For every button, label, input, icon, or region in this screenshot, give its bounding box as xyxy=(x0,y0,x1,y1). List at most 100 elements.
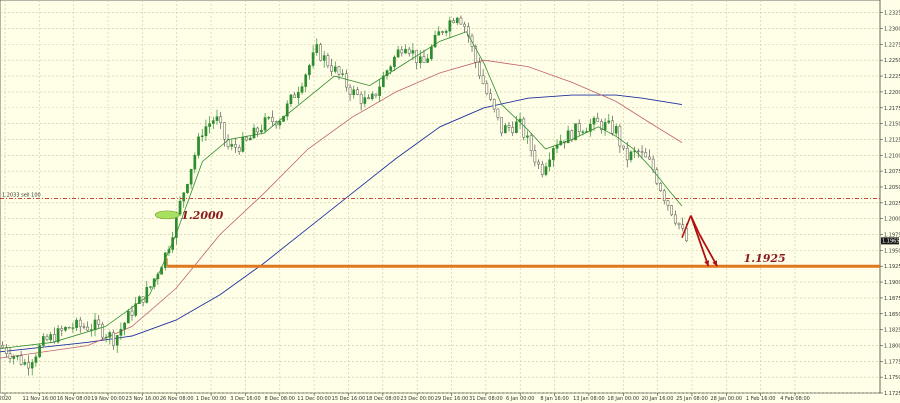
candle-body xyxy=(644,152,648,158)
y-tick-label: 1.2275 xyxy=(884,42,900,48)
candle-body xyxy=(23,362,27,365)
candle-body xyxy=(56,328,60,343)
candle-body xyxy=(93,319,97,330)
candle-body xyxy=(448,20,452,32)
candle-body xyxy=(197,136,200,156)
candle-body xyxy=(511,127,515,133)
candle-body xyxy=(30,362,34,369)
candle-body xyxy=(622,145,625,149)
candle-body xyxy=(367,97,370,100)
candle-body xyxy=(455,17,459,24)
candle-body xyxy=(444,30,448,33)
y-tick-label: 1.1800 xyxy=(884,343,900,349)
candle-body xyxy=(522,118,526,138)
candle-body xyxy=(75,319,78,328)
ma-slow-layer xyxy=(0,94,683,353)
candle-body xyxy=(503,125,507,134)
candle-body xyxy=(4,347,8,354)
candle-body xyxy=(134,303,138,316)
candle-body xyxy=(330,65,333,72)
candle-body xyxy=(178,200,182,215)
candle-body xyxy=(311,52,315,66)
candle-body xyxy=(548,159,551,167)
candle-body xyxy=(618,126,622,147)
candle-body xyxy=(637,150,640,152)
candle-body xyxy=(466,26,470,37)
candle-body xyxy=(670,205,673,216)
ma-slow-line xyxy=(0,94,683,353)
candle-body xyxy=(200,135,204,138)
candle-body xyxy=(182,192,186,202)
candle-body xyxy=(441,31,444,33)
candle-body xyxy=(263,117,267,131)
candle-body xyxy=(407,48,411,54)
candle-body xyxy=(16,355,19,357)
candle-body xyxy=(260,129,263,133)
candle-body xyxy=(256,127,260,133)
x-tick-label: 15 Dec 16:00 xyxy=(332,396,366,402)
candle-body xyxy=(211,120,215,124)
y-tick-label: 1.1775 xyxy=(884,359,900,365)
candle-body xyxy=(396,49,400,58)
candle-body xyxy=(285,103,289,117)
candle-body xyxy=(215,116,219,121)
candle-body xyxy=(41,336,45,346)
x-tick-label: 4 Feb 08:00 xyxy=(780,396,810,402)
candles xyxy=(1,15,688,376)
plot-area xyxy=(0,0,881,394)
y-tick-label: 1.1750 xyxy=(884,375,900,381)
candle-body xyxy=(282,115,285,122)
candle-body xyxy=(389,66,393,71)
candle-body xyxy=(78,319,82,327)
candle-body xyxy=(64,327,67,331)
candle-body xyxy=(267,117,271,119)
y-tick-label: 1.2325 xyxy=(884,11,900,17)
ma-mid-line xyxy=(0,59,683,359)
candle-body xyxy=(101,324,104,338)
x-tick-label: 1 Feb 16:00 xyxy=(746,396,776,402)
candle-body xyxy=(607,120,611,123)
candle-body xyxy=(551,148,555,161)
candle-body xyxy=(223,122,226,140)
x-tick-label: 23 Nov 16:00 xyxy=(126,396,160,402)
candle-body xyxy=(452,20,455,24)
arrow-connector xyxy=(681,215,692,238)
candle-body xyxy=(208,123,211,127)
candle-body xyxy=(381,75,385,88)
x-tick-label: 29 Dec 16:00 xyxy=(435,396,469,402)
candle-body xyxy=(648,156,651,160)
candle-body xyxy=(189,168,193,185)
candle-body xyxy=(71,327,75,329)
candle-body xyxy=(677,222,681,226)
candle-body xyxy=(356,89,359,95)
candle-body xyxy=(104,336,108,339)
y-tick-label: 1.2050 xyxy=(884,185,900,191)
candle-body xyxy=(629,151,633,161)
annotations: 1.2000 xyxy=(154,209,718,267)
candle-body xyxy=(245,136,248,141)
candle-body xyxy=(333,66,337,72)
candle-body xyxy=(474,46,478,63)
support-label: 1.1925 xyxy=(744,252,786,265)
candle-body xyxy=(500,117,503,134)
candle-body xyxy=(67,327,71,329)
x-tick-label: 19 Nov 00:00 xyxy=(91,396,125,402)
ma-fast-layer xyxy=(0,31,683,349)
candle-body xyxy=(422,56,426,63)
candle-body xyxy=(393,56,396,67)
candle-body xyxy=(592,117,596,125)
candle-body xyxy=(574,123,577,141)
x-tick-label: 28 Jan 00:00 xyxy=(710,396,742,402)
candle-body xyxy=(82,326,86,328)
candle-body xyxy=(341,73,345,75)
candle-body xyxy=(681,224,685,229)
round-level-ellipse xyxy=(154,210,180,220)
x-tick-label: 1 Dec 00:00 xyxy=(196,396,226,402)
current-price-tag xyxy=(881,237,899,245)
candle-body xyxy=(385,70,389,77)
candle-body xyxy=(38,345,41,358)
y-tick-label: 1.1900 xyxy=(884,280,900,286)
arrow-connector xyxy=(690,215,701,235)
y-tick-label: 1.2200 xyxy=(884,90,900,96)
